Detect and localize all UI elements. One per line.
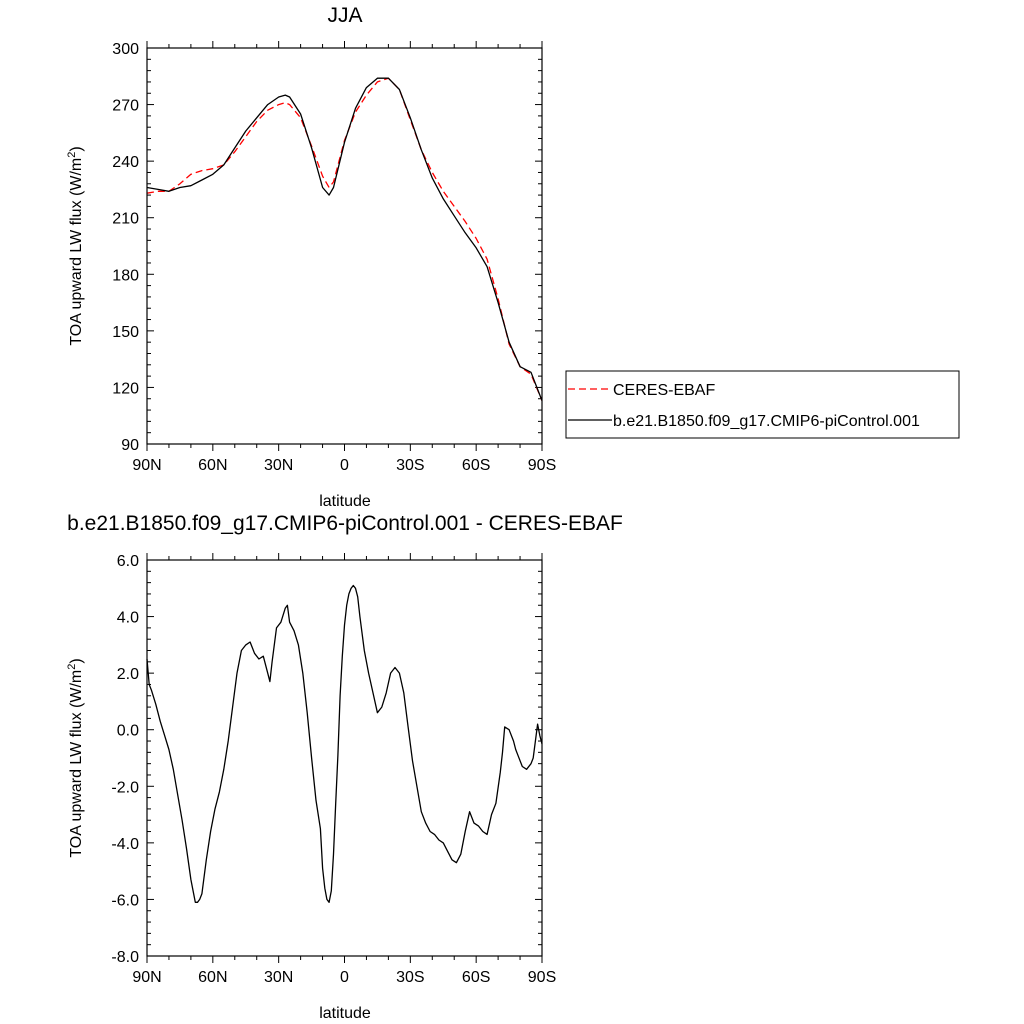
series-model [146,77,543,401]
x-tick-label: 30S [396,457,424,474]
y-tick-label: -6.0 [111,892,139,909]
x-tick-label: 60N [198,969,227,986]
x-axis-label: latitude [319,1005,371,1022]
y-tick-label: -4.0 [111,836,139,853]
x-tick-label: 90N [132,457,161,474]
y-axis-label: TOA upward LW flux (W/m2) [66,146,85,345]
y-tick-label: 6.0 [117,553,139,570]
x-tick-label: 30N [264,969,293,986]
chart-title: JJA [327,4,362,27]
chart-title: b.e21.B1850.f09_g17.CMIP6-piControl.001 … [67,512,623,535]
x-tick-labels: 90N 60N 30N 0 30S 60S 90S [132,457,556,474]
y-tick-label: -8.0 [111,949,139,966]
x-tick-label: 90N [132,969,161,986]
y-tick-label: 210 [112,211,139,228]
plot-frame [146,47,543,445]
tick-marks [146,553,543,963]
x-tick-label: 60N [198,457,227,474]
x-tick-label: 0 [340,969,349,986]
x-tick-label: 60S [462,969,490,986]
series-lines [146,77,543,401]
x-tick-label: 30N [264,457,293,474]
y-tick-label: -2.0 [111,779,139,796]
plot-frame [146,559,543,957]
y-axis-label: TOA upward LW flux (W/m2) [66,658,85,857]
series-lines [146,584,543,903]
y-tick-label: 270 [112,98,139,115]
series-ceres-ebaf [146,77,543,401]
climatology-chart: JJA 90 120 150 180 210 240 270 300 90N 60N 30N 0 30… [66,4,556,510]
x-tick-label: 60S [462,457,490,474]
y-tick-label: 150 [112,324,139,341]
x-tick-label: 0 [340,457,349,474]
y-tick-labels: 90 120 150 180 210 240 270 300 [112,41,139,454]
y-tick-label: 120 [112,380,139,397]
legend-label-model: b.e21.B1850.f09_g17.CMIP6-piControl.001 [613,413,920,430]
y-tick-label: 0.0 [117,723,139,740]
y-tick-label: 4.0 [117,610,139,627]
legend: CERES-EBAF b.e21.B1850.f09_g17.CMIP6-piC… [565,370,960,439]
x-tick-label: 90S [528,457,556,474]
y-tick-label: 180 [112,267,139,284]
y-tick-label: 90 [121,437,139,454]
tick-marks [146,41,543,451]
x-tick-labels: 90N 60N 30N 0 30S 60S 90S [132,969,556,986]
y-tick-labels: -8.0 -6.0 -4.0 -2.0 0.0 2.0 4.0 6.0 [111,553,139,966]
x-tick-label: 30S [396,969,424,986]
series-difference [146,584,543,903]
legend-label-ceres: CERES-EBAF [613,382,715,399]
y-tick-label: 240 [112,154,139,171]
legend-box [565,370,960,439]
y-tick-label: 2.0 [117,666,139,683]
difference-chart: b.e21.B1850.f09_g17.CMIP6-piControl.001 … [66,512,623,1022]
x-axis-label: latitude [319,493,371,510]
x-tick-label: 90S [528,969,556,986]
y-tick-label: 300 [112,41,139,58]
